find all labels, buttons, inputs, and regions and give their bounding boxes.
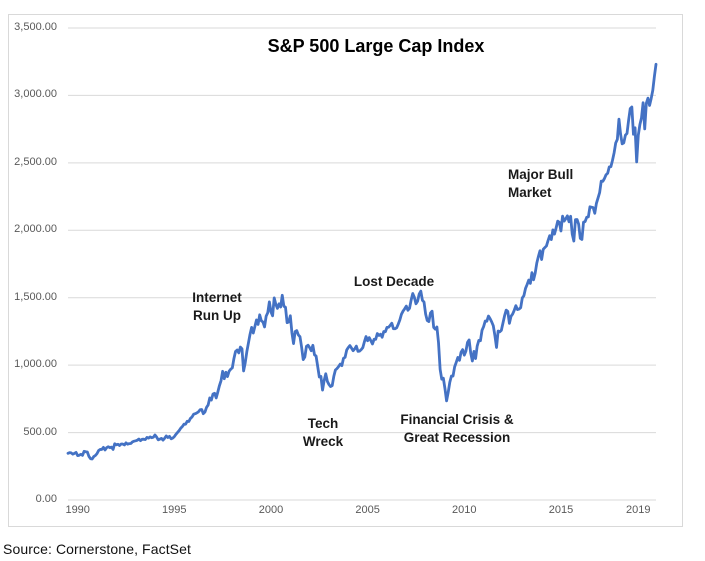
- y-tick-label: 1,500.00: [14, 290, 57, 303]
- sp500-line-series: [66, 62, 658, 461]
- x-tick-label: 2010: [452, 504, 477, 516]
- annotation-tech-wreck: Tech Wreck: [302, 416, 344, 449]
- y-tick-label: 2,500.00: [14, 155, 57, 168]
- x-tick-label: 2005: [355, 504, 380, 516]
- x-tick-label: 2000: [258, 504, 284, 516]
- chart-title: S&P 500 Large Cap Index: [267, 36, 485, 56]
- x-tick-label: 2019: [626, 504, 651, 516]
- x-tick-label: 2015: [548, 504, 574, 516]
- y-tick-label: 500.00: [23, 425, 57, 438]
- y-tick-label: 1,000.00: [14, 358, 57, 371]
- y-tick-label: 0.00: [35, 493, 57, 505]
- y-tick-label: 3,500.00: [14, 21, 57, 33]
- source-note: Source: Cornerstone, FactSet: [3, 541, 191, 557]
- y-tick-label: 3,000.00: [14, 88, 57, 101]
- annotation-financial-crisis-great-recession: Financial Crisis & Great Recession: [400, 412, 514, 445]
- x-tick-label: 1990: [65, 504, 90, 516]
- annotation-internet-run-up: Internet Run Up: [192, 290, 242, 323]
- annotation-lost-decade: Lost Decade: [353, 274, 435, 289]
- annotation-major-bull-market: Major Bull Market: [508, 167, 574, 200]
- y-tick-label: 2,000.00: [14, 223, 57, 236]
- chart-area-border: [8, 14, 683, 527]
- x-tick-label: 1995: [162, 504, 187, 516]
